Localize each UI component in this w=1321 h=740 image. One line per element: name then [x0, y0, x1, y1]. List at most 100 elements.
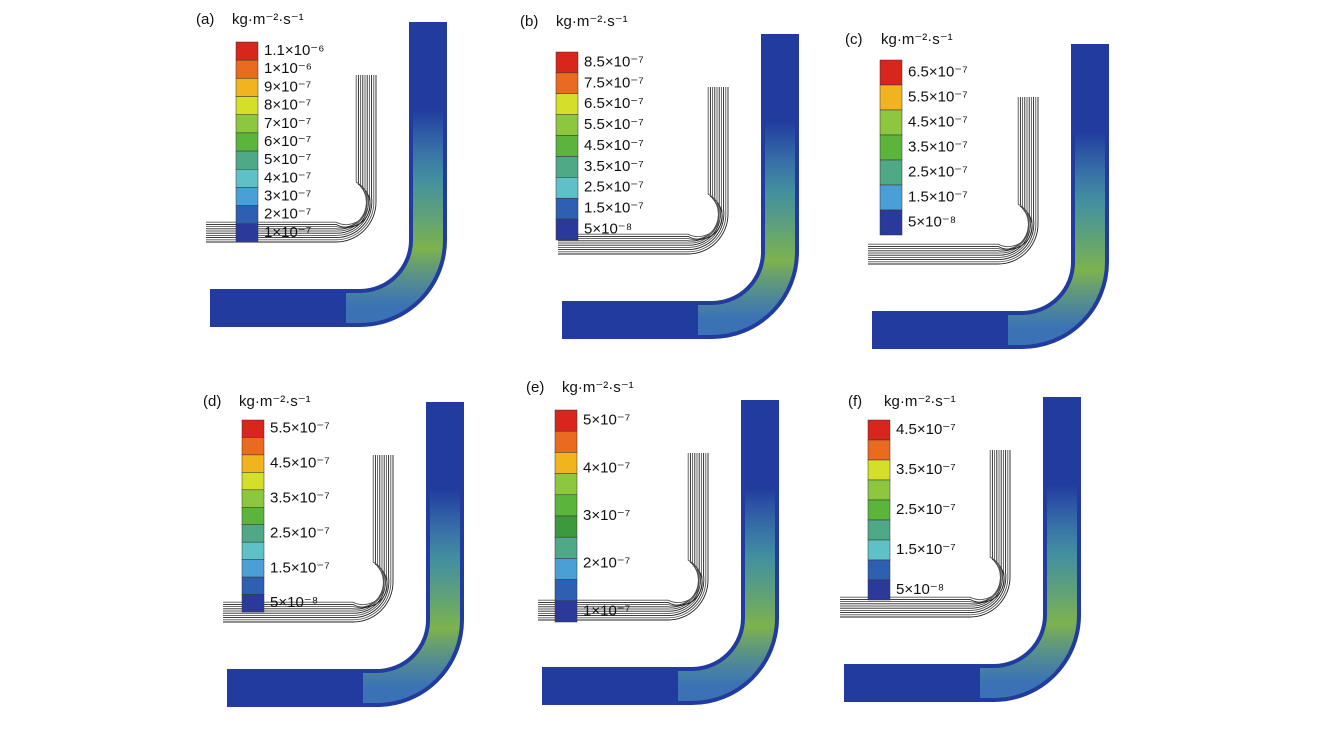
legend-label: 2.5×10⁻⁷	[908, 163, 968, 180]
pipe-wear	[678, 488, 775, 701]
legend-label: 6.5×10⁻⁷	[908, 63, 968, 80]
colorbar-block	[235, 78, 259, 97]
streamline	[868, 97, 1037, 263]
colorbar-block	[555, 72, 579, 95]
legend-label: 1×10⁻⁶	[264, 60, 312, 77]
legend-label: 1.5×10⁻⁷	[908, 188, 968, 205]
colorbar-block	[235, 187, 259, 206]
colorbar-block	[241, 437, 265, 456]
streamline	[206, 75, 368, 228]
colorbar-block	[867, 559, 891, 581]
panel: (e) kg·m⁻²·s⁻¹ 5×10⁻⁷ 4×10⁻⁷ 3×10⁻⁷ 2×10⁻⁷ 1×1…	[526, 379, 779, 705]
streamline	[558, 87, 721, 238]
colorbar-block	[555, 156, 579, 178]
colorbar-block	[867, 419, 891, 441]
legend-label: 2.5×10⁻⁷	[896, 501, 956, 518]
pipe-wear	[980, 485, 1077, 698]
panel: (d) kg·m⁻²·s⁻¹ 5.5×10⁻⁷ 4.5×10⁻⁷ 3.5×10⁻⁷ 2.5…	[203, 393, 464, 707]
legend-label: 3.5×10⁻⁷	[584, 158, 644, 175]
colorbar-block	[235, 59, 259, 79]
unit: kg·m⁻²·s⁻¹	[562, 379, 634, 396]
panel: (f) kg·m⁻²·s⁻¹ 4.5×10⁻⁷ 3.5×10⁻⁷ 2.5×10⁻⁷ 1.5…	[840, 393, 1081, 702]
colorbar-block	[235, 150, 259, 170]
unit: kg·m⁻²·s⁻¹	[556, 13, 628, 30]
colorbar-block	[235, 169, 259, 188]
streamline	[558, 87, 720, 240]
streamline	[206, 75, 377, 243]
legend-label: 4×10⁻⁷	[264, 169, 311, 186]
colorbar-block	[879, 59, 903, 86]
legend-label: 3.5×10⁻⁷	[896, 461, 956, 478]
streamline	[868, 97, 1039, 265]
streamline	[840, 450, 1009, 616]
colorbar-block	[867, 519, 891, 541]
legend-label: 5×10⁻⁸	[584, 221, 632, 238]
colorbar-block	[879, 109, 903, 136]
legend-label: 5×10⁻⁸	[896, 581, 944, 598]
colorbar-block	[867, 579, 891, 601]
colorbar-block	[555, 93, 579, 115]
legend-label: 9×10⁻⁷	[264, 78, 311, 95]
streamline	[223, 455, 385, 608]
colorbar-block	[241, 454, 265, 473]
panel-label: (a)	[196, 11, 214, 28]
colorbar-block	[554, 494, 578, 517]
colorbar-block	[555, 177, 579, 199]
colorbar-block	[555, 197, 579, 220]
colorbar-block	[879, 159, 903, 186]
panel-label: (b)	[520, 13, 538, 30]
streamline	[538, 453, 709, 621]
pipe-wear	[363, 490, 460, 703]
legend-label: 4.5×10⁻⁷	[584, 137, 644, 154]
colorbar-block	[554, 430, 578, 453]
colorbar-block	[867, 499, 891, 521]
colorbar-block	[241, 472, 265, 491]
streamline	[840, 450, 1002, 603]
colorbar-block	[235, 114, 259, 134]
legend-label: 4.5×10⁻⁷	[896, 421, 956, 438]
streamline	[868, 97, 1030, 254]
streamline	[840, 450, 1002, 607]
colorbar-block	[554, 536, 578, 559]
legend-label: 8.5×10⁻⁷	[584, 53, 644, 70]
colorbar-block	[554, 600, 578, 623]
unit: kg·m⁻²·s⁻¹	[881, 31, 953, 48]
legend-label: 1.5×10⁻⁷	[896, 541, 956, 558]
legend-label: 1.1×10⁻⁶	[264, 42, 324, 59]
streamline	[206, 75, 368, 232]
streamline	[558, 87, 729, 255]
colorbar-block	[867, 539, 891, 561]
colorbar-block	[241, 507, 265, 525]
colorbar-block	[554, 452, 578, 474]
colorbar-block	[554, 579, 578, 602]
streamline	[538, 453, 707, 619]
panel-label: (c)	[845, 31, 863, 48]
colorbar-block	[241, 419, 265, 438]
colorbar-block	[867, 439, 891, 461]
legend-label: 3×10⁻⁷	[264, 188, 311, 205]
colorbar-block	[241, 559, 265, 578]
streamline	[840, 450, 1003, 601]
streamline	[206, 75, 375, 241]
colorbar-block	[555, 114, 579, 136]
colorbar-block	[235, 132, 259, 152]
legend-label: 1×10⁻⁷	[583, 602, 630, 619]
unit: kg·m⁻²·s⁻¹	[232, 11, 304, 28]
colorbar-block	[554, 473, 578, 496]
streamline	[558, 87, 725, 251]
colorbar-block	[554, 558, 578, 580]
streamline	[840, 450, 1007, 614]
colorbar-block	[241, 524, 265, 543]
pipe-wear	[346, 110, 443, 323]
colorbar-block	[555, 218, 579, 241]
legend-label: 6.5×10⁻⁷	[584, 95, 644, 112]
legend-label: 5×10⁻⁸	[270, 594, 318, 611]
streamline	[223, 455, 386, 606]
streamline	[223, 455, 385, 612]
legend-label: 5.5×10⁻⁷	[584, 116, 644, 133]
legend-label: 4.5×10⁻⁷	[270, 455, 330, 472]
colorbar-block	[235, 96, 259, 115]
streamline	[558, 87, 727, 253]
panel: (c) kg·m⁻²·s⁻¹ 6.5×10⁻⁷ 5.5×10⁻⁷ 4.5×10⁻⁷ 3.5…	[845, 31, 1109, 349]
legend-label: 1×10⁻⁷	[264, 224, 311, 241]
